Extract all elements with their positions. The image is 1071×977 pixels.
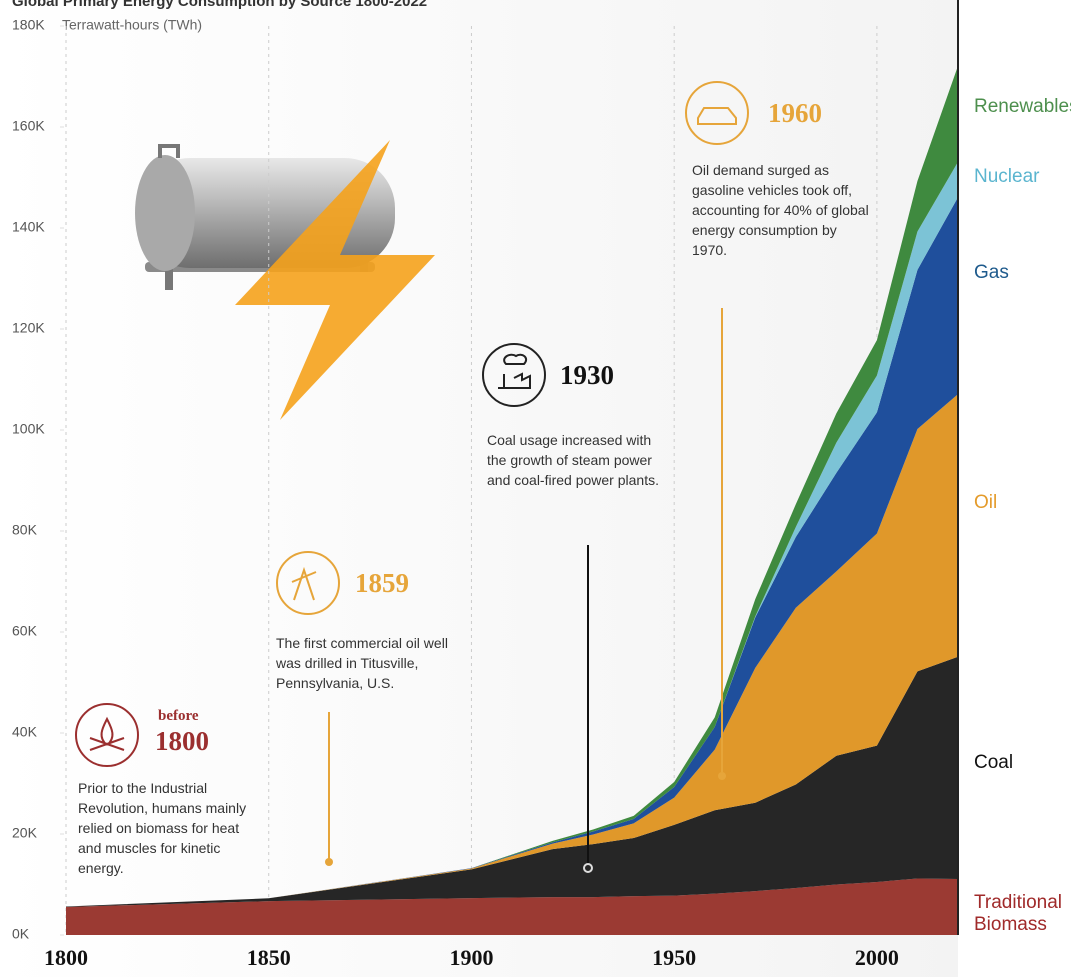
area xyxy=(66,878,958,935)
y-tick-label: 160K xyxy=(12,118,45,134)
legend-label: Coal xyxy=(974,752,1014,773)
y-tick-label: 40K xyxy=(12,724,38,740)
annotation-text: Oil demand surged as gasoline vehicles t… xyxy=(692,162,869,258)
annotation-year: 1800 xyxy=(155,726,209,756)
annotation-text: The first commercial oil well was drille… xyxy=(276,635,448,691)
annotation-year: 1930 xyxy=(560,360,614,390)
y-tick-label: 100K xyxy=(12,421,45,437)
icons xyxy=(75,81,749,767)
legend-label: Traditional Biomass xyxy=(974,892,1063,935)
legend-label: Gas xyxy=(974,262,1009,283)
x-tick-label: 2000 xyxy=(855,945,899,970)
y-tick-label: 140K xyxy=(12,219,45,235)
x-tick-label: 1900 xyxy=(449,945,493,970)
chart-title: Global Primary Energy Consumption by Sou… xyxy=(12,0,427,10)
annotation-prefix: before xyxy=(158,708,199,724)
x-tick-label: 1800 xyxy=(44,945,88,970)
area xyxy=(66,656,958,907)
annotation-year: 1960 xyxy=(768,98,822,128)
x-tick-label: 1850 xyxy=(247,945,291,970)
legend-label: Renewables xyxy=(974,96,1071,117)
x-tick-label: 1950 xyxy=(652,945,696,970)
leaders xyxy=(325,308,726,873)
lightning-illustration xyxy=(235,140,435,420)
y-tick-label: 20K xyxy=(12,825,38,841)
legend-label: Nuclear xyxy=(974,166,1040,187)
y-tick-label: 0K xyxy=(12,926,30,942)
legend-label: Oil xyxy=(974,492,998,513)
y-tick-label: 120K xyxy=(12,320,45,336)
annotation-text: Coal usage increased with the growth of … xyxy=(487,432,659,488)
annotation-text: Prior to the Industrial Revolution, huma… xyxy=(78,780,247,876)
annotation-year: 1859 xyxy=(355,568,409,598)
y-axis-label: Terrawatt-hours (TWh) xyxy=(62,17,202,33)
y-tick-label: 60K xyxy=(12,623,38,639)
y-tick-label: 80K xyxy=(12,522,38,538)
y-tick-label: 180K xyxy=(12,17,45,33)
area xyxy=(66,394,958,907)
